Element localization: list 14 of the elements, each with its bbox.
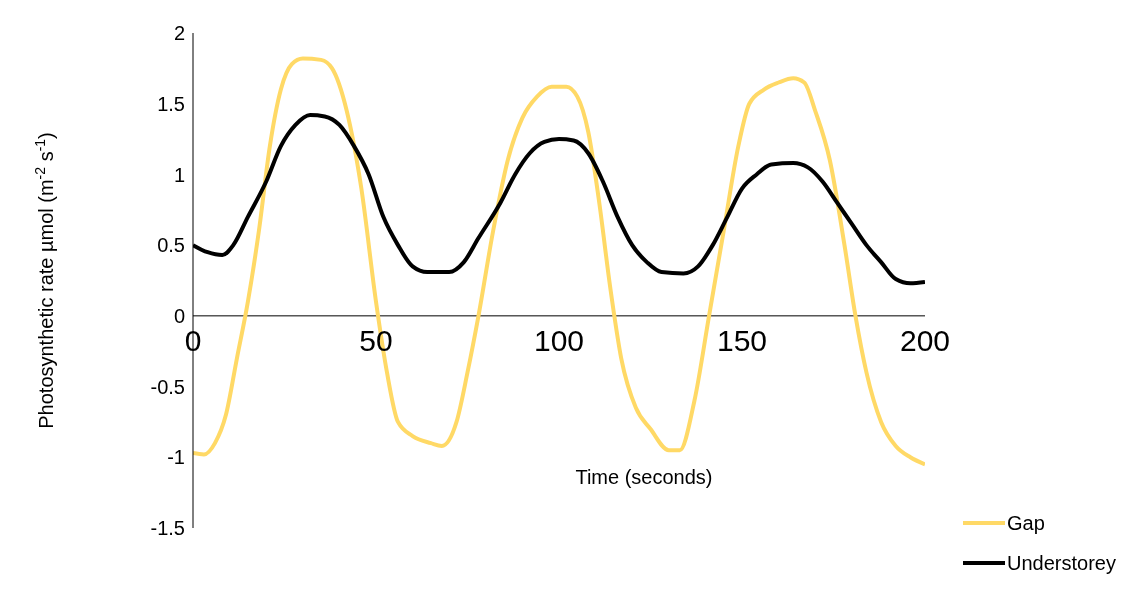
- legend-label: Understorey: [1007, 551, 1116, 575]
- y-tick-label: -0.5: [150, 375, 185, 398]
- y-tick-label: 1.5: [157, 92, 185, 115]
- y-tick-label: -1.5: [150, 517, 185, 540]
- y-tick-label: -1: [167, 446, 185, 469]
- y-tick-label: 0: [173, 304, 185, 327]
- x-tick-label: 100: [533, 323, 585, 357]
- y-tick-label: 0.5: [157, 234, 185, 257]
- y-tick-label: 1: [173, 163, 185, 186]
- x-tick-label: 150: [716, 323, 768, 357]
- x-tick-label: 200: [899, 323, 951, 357]
- y-tick-label: 2: [173, 22, 185, 45]
- legend-label: Gap: [1007, 511, 1045, 535]
- x-axis-title: Time (seconds): [574, 466, 714, 489]
